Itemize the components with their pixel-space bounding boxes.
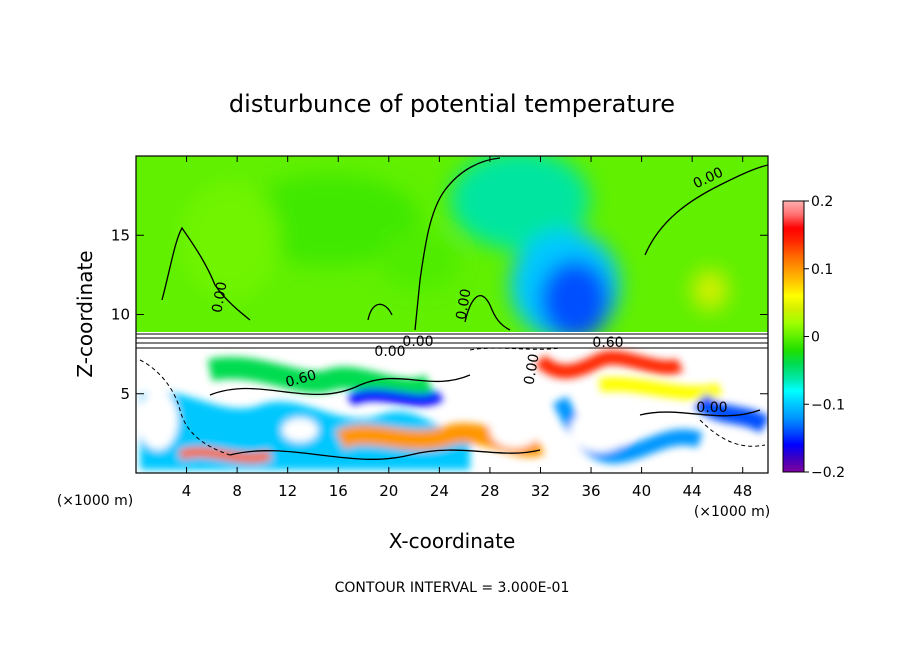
x-tick-label: 36 xyxy=(581,482,600,500)
colorbar-tick-label: −0.1 xyxy=(811,397,845,413)
inversion-contours xyxy=(136,333,768,349)
x-tick-label: 4 xyxy=(182,482,192,500)
x-tick-label: 20 xyxy=(379,482,398,500)
inversion-layer xyxy=(136,332,768,352)
contour-label: 0.00 xyxy=(209,281,230,314)
y-axis-ticks: 5 10 15 xyxy=(111,226,768,403)
contour-label-layer: 0.000.00 0.000.000.000.600.000.000.60 xyxy=(209,165,727,416)
colorbar: 0.2 0.1 0 −0.1 −0.2 xyxy=(782,194,845,481)
colorbar-tick-label: 0.2 xyxy=(811,194,833,210)
x-tick-label: 28 xyxy=(480,482,499,500)
colorbar-tick-label: −0.2 xyxy=(811,465,845,481)
y-tick-label: 5 xyxy=(120,385,130,403)
contour-interval-note: CONTOUR INTERVAL = 3.000E-01 xyxy=(335,580,570,596)
zero-contours xyxy=(161,157,768,460)
plot-area xyxy=(136,156,768,473)
x-axis-ticks: 4 8 12 16 20 24 28 32 36 40 44 48 xyxy=(182,156,752,500)
contour-label: 0.60 xyxy=(284,367,318,391)
colorbar-tick-label: 0.1 xyxy=(811,262,833,278)
colorbar-tick-label: 0 xyxy=(811,330,820,346)
contour-label: 0.00 xyxy=(374,344,405,360)
contour-label: 0.00 xyxy=(696,400,727,416)
contour-label: 0.60 xyxy=(592,335,623,351)
contour-label: 0.00 xyxy=(521,353,542,386)
x-tick-label: 40 xyxy=(632,482,651,500)
x-axis-unit: (×1000 m) xyxy=(694,504,770,520)
contour-label: 0.00 xyxy=(453,288,474,321)
contour-label: 0.00 xyxy=(402,334,433,350)
x-tick-label: 44 xyxy=(683,482,702,500)
negative-contours xyxy=(139,347,766,456)
y-axis-unit: (×1000 m) xyxy=(57,493,133,509)
y-axis-label: Z-coordinate xyxy=(73,250,97,377)
x-tick-label: 12 xyxy=(278,482,297,500)
x-tick-label: 8 xyxy=(232,482,242,500)
y-tick-label: 15 xyxy=(111,226,130,244)
x-tick-label: 16 xyxy=(329,482,348,500)
lower-turbulent-field xyxy=(138,350,768,470)
x-axis-label: X-coordinate xyxy=(389,529,516,553)
x-tick-label: 48 xyxy=(733,482,752,500)
colorbar-scale xyxy=(782,200,805,473)
x-tick-label: 32 xyxy=(531,482,550,500)
x-tick-label: 24 xyxy=(430,482,449,500)
colorbar-ticks: 0.2 0.1 0 −0.1 −0.2 xyxy=(804,194,845,481)
chart-title: disturbunce of potential temperature xyxy=(229,90,675,118)
upper-anomaly-blobs xyxy=(180,156,728,340)
y-tick-label: 10 xyxy=(111,306,130,324)
